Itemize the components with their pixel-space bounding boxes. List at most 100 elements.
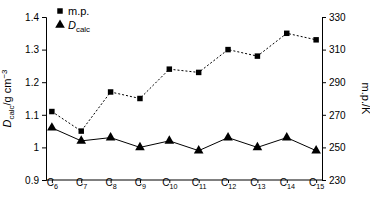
y2-tick-mark — [322, 147, 326, 148]
text-part: C — [221, 177, 228, 188]
text-part: C — [250, 177, 257, 188]
y-tick: 0.9 — [25, 175, 46, 186]
y-tick: 1.3 — [25, 44, 46, 55]
y2-tick: 290 — [322, 77, 346, 88]
text-part: −3 — [0, 69, 9, 79]
y-tick-label: 1 — [33, 142, 39, 153]
x-tick: C7 — [76, 177, 87, 191]
y-tick-label: 1.4 — [25, 12, 39, 23]
plot-area — [47, 31, 321, 154]
series-marker — [165, 135, 175, 143]
text-part: 7 — [83, 182, 87, 191]
x-tick-label: C8 — [105, 177, 116, 191]
x-tick-label: C13 — [250, 177, 265, 191]
series-line — [52, 33, 316, 131]
text-part: C — [309, 177, 316, 188]
x-tick-label: C15 — [309, 177, 324, 191]
y2-tick-mark — [322, 115, 326, 116]
y2-axis: 230 250 270 290 310 330 — [322, 12, 346, 186]
y2-tick: 310 — [322, 44, 346, 55]
x-tick: C13 — [250, 177, 265, 191]
text-part: 12 — [228, 182, 236, 191]
chart: 0.911.11.21.31.4230250270290310330C6C7C8… — [0, 0, 370, 207]
series-marker — [311, 145, 321, 153]
series-marker — [108, 89, 113, 94]
series-marker — [49, 109, 54, 114]
series-marker — [282, 132, 292, 140]
y2-tick-label: 310 — [329, 44, 346, 55]
y2-tick-mark — [322, 17, 326, 18]
axis-line — [42, 18, 47, 181]
series-marker — [196, 70, 201, 75]
y2-tick-label: 330 — [329, 12, 346, 23]
text-part: calc — [7, 105, 16, 119]
y-tick-mark — [42, 180, 46, 181]
text-part: D — [68, 19, 76, 31]
series-marker — [78, 128, 83, 133]
x-tick-label: C7 — [76, 177, 87, 191]
x-axis: C6C7C8C9C10C11C12C13C14C15 — [46, 177, 324, 191]
text-part: calc — [76, 25, 90, 34]
text-part: 10 — [169, 182, 177, 191]
x-tick: C8 — [105, 177, 116, 191]
y-tick-label: 0.9 — [25, 175, 39, 186]
x-tick-label: C10 — [162, 177, 177, 191]
text-part: 11 — [199, 182, 206, 191]
y-tick-label: 1.2 — [25, 77, 39, 88]
x-tick-label: C14 — [280, 177, 295, 191]
x-tick-label: C9 — [135, 177, 146, 191]
series-marker — [47, 122, 57, 130]
x-tick-label: C12 — [221, 177, 236, 191]
series-marker — [313, 37, 318, 42]
y2-tick-label: 250 — [329, 142, 346, 153]
text-part: 14 — [287, 182, 295, 191]
legend-symbol — [57, 8, 62, 13]
y-axis: 0.9 1 1.1 1.2 1.3 1.4 — [25, 12, 46, 186]
y2-tick: 270 — [322, 110, 346, 121]
text-part: m.p./K — [360, 83, 370, 115]
series-marker — [225, 47, 230, 52]
legend-symbol — [55, 19, 65, 27]
x-tick: C15 — [309, 177, 324, 191]
series-marker — [284, 31, 289, 36]
y-tick-label: 1.1 — [25, 110, 39, 121]
y2-axis-title: m.p./K — [360, 83, 370, 115]
text-part: C — [162, 177, 169, 188]
y-tick: 1.4 — [25, 12, 46, 23]
text-part: C — [280, 177, 287, 188]
y2-tick-mark — [322, 50, 326, 51]
y2-tick-label: 230 — [329, 175, 346, 186]
text-part: C — [135, 177, 142, 188]
series-marker — [167, 66, 172, 71]
y-tick-mark — [42, 147, 46, 148]
text-part: 9 — [142, 182, 146, 191]
series-marker — [137, 96, 142, 101]
y2-tick-mark — [322, 180, 326, 181]
text-part: C — [47, 177, 54, 188]
y-tick-mark — [42, 115, 46, 116]
x-tick: C14 — [280, 177, 295, 191]
text-part: 8 — [113, 182, 117, 191]
text-part: C — [192, 177, 199, 188]
series-marker — [255, 53, 260, 58]
text-part: 13 — [258, 182, 266, 191]
text-part: 15 — [316, 182, 324, 191]
y-tick-mark — [42, 82, 46, 83]
y-tick-label: 1.3 — [25, 44, 39, 55]
series-marker — [223, 132, 233, 140]
x-tick: C12 — [221, 177, 236, 191]
y-axis-title: Dcalc/g cm−3 — [0, 69, 16, 128]
x-tick-label: C6 — [47, 177, 58, 191]
y2-tick: 230 — [322, 175, 346, 186]
x-tick-label: C11 — [192, 177, 207, 191]
y-tick: 1 — [33, 142, 46, 153]
legend-label: m.p. — [68, 5, 89, 17]
x-tick: C6 — [47, 177, 58, 191]
series-marker — [135, 142, 145, 150]
text-part: D — [1, 119, 13, 127]
y2-tick-label: 270 — [329, 110, 346, 121]
x-tick: C9 — [135, 177, 146, 191]
legend: m.p. Dcalc — [55, 5, 90, 34]
legend-label: Dcalc — [68, 19, 90, 34]
text-part: m.p. — [68, 5, 89, 17]
